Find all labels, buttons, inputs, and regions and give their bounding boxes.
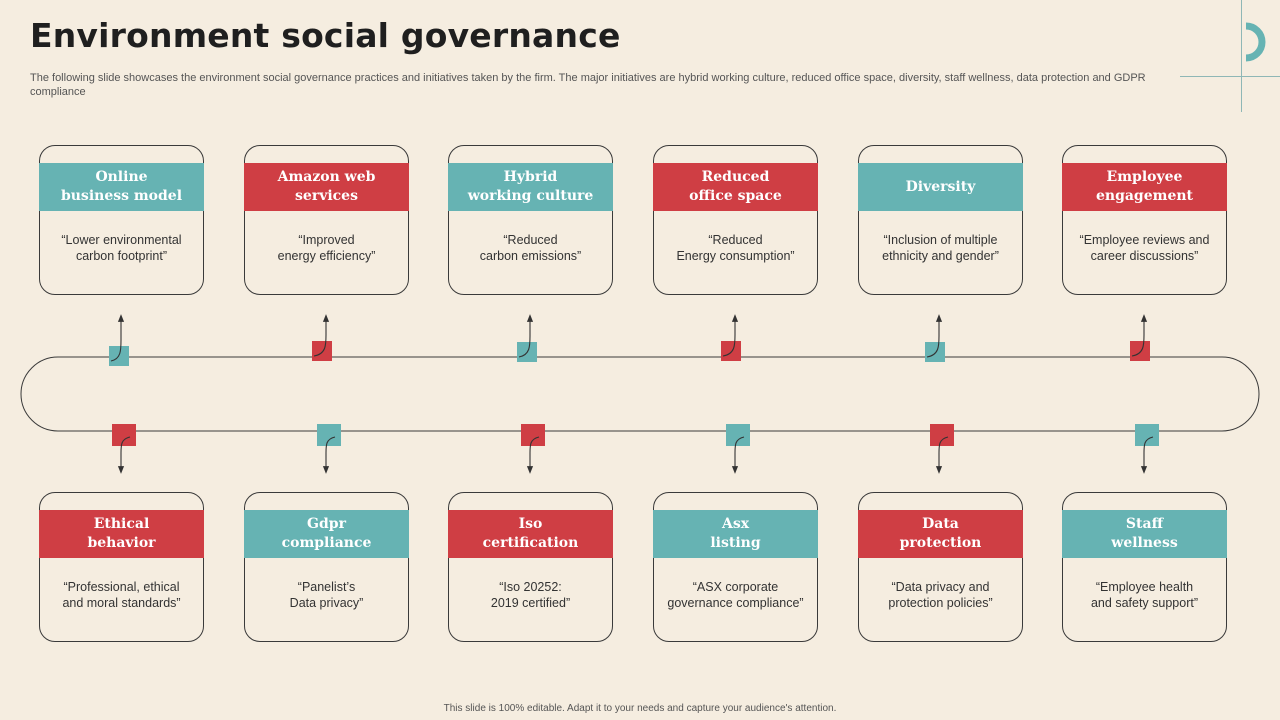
connector-arrow — [935, 436, 949, 474]
bottom-card: Staff wellness “Employee health and safet… — [1062, 492, 1227, 642]
bottom-card: Asx listing “ASX corporate governance com… — [653, 492, 818, 642]
connector-arrow — [518, 314, 534, 358]
timeline-marker — [1130, 341, 1150, 361]
card-title: Reduced office space — [653, 163, 818, 211]
card-description: “Employee reviews and career discussions… — [1079, 233, 1210, 263]
footer-note: This slide is 100% editable. Adapt it to… — [443, 703, 837, 714]
top-card: Online business model “Lower environmenta… — [39, 145, 204, 295]
card-title: Online business model — [39, 163, 204, 211]
timeline-marker — [1135, 424, 1159, 446]
card-description: “Employee health and safety support” — [1090, 580, 1198, 610]
bottom-card: Iso certification “Iso 20252: 2019 certif… — [448, 492, 613, 642]
connector-arrow — [117, 436, 131, 474]
card-description: “Reduced carbon emissions” — [479, 233, 582, 263]
connector-arrow — [1140, 436, 1154, 474]
card-description: “Reduced Energy consumption” — [676, 233, 795, 263]
connector-arrow — [926, 314, 943, 358]
card-description: “ASX corporate governance compliance” — [667, 580, 804, 610]
top-card: Hybrid working culture “Reduced carbon em… — [448, 145, 613, 295]
timeline-marker — [312, 341, 332, 361]
card-description: “Improved energy efficiency” — [277, 233, 376, 263]
page-title: Environment social governance — [30, 16, 621, 55]
connector-arrow — [526, 436, 540, 474]
timeline-marker — [317, 424, 341, 446]
card-title: Hybrid working culture — [448, 163, 613, 211]
timeline-marker — [112, 424, 136, 446]
card-title: Amazon web services — [244, 163, 409, 211]
connector-arrow — [313, 314, 330, 357]
card-title: Staff wellness — [1062, 510, 1227, 558]
timeline-marker — [930, 424, 954, 446]
connector-arrow — [722, 314, 739, 357]
bottom-card: Data protection “Data privacy and protect… — [858, 492, 1023, 642]
card-title: Asx listing — [653, 510, 818, 558]
bottom-card: Gdpr compliance “Panelist’s Data privacy” — [244, 492, 409, 642]
top-card: Amazon web services “Improved energy effi… — [244, 145, 409, 295]
connector-arrow — [731, 436, 745, 474]
card-description: “Panelist’s Data privacy” — [289, 580, 364, 610]
top-card: Employee engagement “Employee reviews and… — [1062, 145, 1227, 295]
connector-arrow — [322, 436, 336, 474]
page-subtitle: The following slide showcases the enviro… — [30, 72, 1146, 98]
card-description: “Data privacy and protection policies” — [888, 580, 993, 610]
card-title: Gdpr compliance — [244, 510, 409, 558]
card-description: “Lower environmental carbon footprint” — [61, 233, 182, 263]
bottom-card: Ethical behavior “Professional, ethical a… — [39, 492, 204, 642]
card-description: “Professional, ethical and moral standar… — [62, 580, 181, 610]
timeline-marker — [521, 424, 545, 446]
card-title: Ethical behavior — [39, 510, 204, 558]
top-card: Reduced office space “Reduced Energy cons… — [653, 145, 818, 295]
corner-line-decoration — [1180, 76, 1280, 77]
connector-arrow — [1131, 314, 1148, 357]
card-title: Diversity — [858, 163, 1023, 211]
timeline-marker — [726, 424, 750, 446]
top-card: Diversity “Inclusion of multiple ethnicit… — [858, 145, 1023, 295]
card-description: “Iso 20252: 2019 certified” — [490, 580, 571, 610]
corner-ring-decoration — [1245, 22, 1266, 62]
card-title: Data protection — [858, 510, 1023, 558]
card-description: “Inclusion of multiple ethnicity and gen… — [882, 233, 999, 263]
connector-arrow — [110, 314, 125, 362]
timeline-marker — [925, 342, 945, 362]
corner-line-decoration — [1241, 0, 1242, 112]
card-title: Employee engagement — [1062, 163, 1227, 211]
timeline-marker — [721, 341, 741, 361]
timeline-loop — [20, 356, 1260, 432]
card-title: Iso certification — [448, 510, 613, 558]
